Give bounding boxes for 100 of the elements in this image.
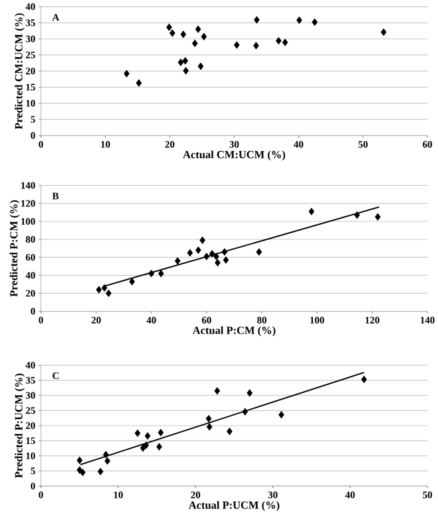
point <box>361 376 367 384</box>
x-axis-title: Actual P:UCM (%) <box>188 501 280 512</box>
point <box>102 450 109 458</box>
y-axis-title: Predicted CM:UCM (%) <box>14 13 25 130</box>
annotation: B <box>52 192 58 200</box>
x-tick-label: 10 <box>114 492 123 498</box>
x-tick-label: 30 <box>229 141 239 148</box>
point <box>187 249 193 257</box>
point <box>380 28 386 36</box>
point <box>213 252 220 260</box>
x-tick-label: 40 <box>294 141 304 148</box>
annotation: C <box>52 372 59 380</box>
y-tick-label: 120 <box>21 200 35 207</box>
point <box>204 252 210 260</box>
x-tick-label: 40 <box>146 316 156 324</box>
point <box>282 38 288 46</box>
x-tick-label: 30 <box>268 492 278 498</box>
point <box>200 32 207 40</box>
point <box>195 246 202 254</box>
point <box>276 37 282 45</box>
point <box>104 457 110 465</box>
point <box>199 236 206 244</box>
point <box>192 40 198 48</box>
point <box>256 248 262 256</box>
x-tick-label: 0 <box>38 316 43 324</box>
y-tick-label: 10 <box>26 452 35 460</box>
point <box>206 423 212 431</box>
point <box>106 290 112 298</box>
point <box>96 286 102 294</box>
point <box>129 278 135 286</box>
y-tick-label: 30 <box>26 392 35 399</box>
y-tick-label: 60 <box>26 254 35 261</box>
x-tick-label: 10 <box>101 141 110 148</box>
point <box>134 429 140 437</box>
y-tick-label: 80 <box>26 236 35 243</box>
point <box>222 256 229 264</box>
point <box>226 428 232 436</box>
x-tick-label: 20 <box>92 316 101 324</box>
point <box>246 389 252 397</box>
y-tick-label: 35 <box>26 376 35 384</box>
point <box>180 30 186 38</box>
y-tick-label: 40 <box>26 272 35 279</box>
point <box>296 16 302 24</box>
point <box>354 211 360 219</box>
point <box>195 25 201 33</box>
point <box>308 208 314 216</box>
x-tick-label: 50 <box>422 492 432 498</box>
point <box>136 79 142 87</box>
point <box>182 66 189 75</box>
x-tick-label: 140 <box>420 316 434 324</box>
point <box>214 258 220 267</box>
y-tick-label: 0 <box>30 308 35 315</box>
point <box>144 432 150 440</box>
x-tick-label: 80 <box>257 316 266 324</box>
point <box>222 248 228 256</box>
point <box>178 58 184 66</box>
point <box>169 29 176 37</box>
point <box>278 410 284 419</box>
point <box>166 24 172 32</box>
x-tick-label: 20 <box>165 141 174 148</box>
x-axis-title: Actual CM:UCM (%) <box>182 150 285 160</box>
annotation: A <box>52 14 60 21</box>
x-tick-label: 60 <box>202 316 212 324</box>
y-tick-label: 25 <box>26 52 35 58</box>
y-tick-label: 30 <box>26 36 35 42</box>
x-tick-label: 0 <box>38 492 43 498</box>
y-tick-label: 20 <box>26 68 35 74</box>
point <box>143 441 149 450</box>
point <box>76 456 82 464</box>
point <box>312 18 318 26</box>
x-tick-label: 50 <box>358 141 368 148</box>
point <box>234 41 240 49</box>
point <box>140 444 146 452</box>
point <box>209 250 215 258</box>
point <box>158 428 164 436</box>
y-tick-label: 35 <box>26 19 35 26</box>
x-axis-title: Actual P:CM (%) <box>192 326 276 336</box>
point <box>182 56 188 65</box>
y-tick-label: 40 <box>26 3 35 10</box>
y-tick-label: 15 <box>26 84 35 91</box>
point <box>374 213 381 221</box>
point <box>254 16 260 24</box>
point <box>198 62 204 70</box>
x-tick-label: 100 <box>310 316 324 324</box>
x-tick-label: 60 <box>422 141 432 148</box>
y-tick-label: 5 <box>30 116 35 123</box>
y-axis-title: Predicted P:CM (%) <box>10 200 20 297</box>
y-tick-label: 40 <box>26 362 35 369</box>
y-tick-label: 10 <box>26 100 35 107</box>
point <box>214 387 220 395</box>
y-tick-label: 140 <box>21 182 35 189</box>
point <box>124 70 130 78</box>
point <box>76 466 82 474</box>
x-tick-label: 40 <box>345 492 355 498</box>
x-tick-label: 120 <box>365 316 380 324</box>
y-tick-label: 20 <box>26 422 35 429</box>
y-tick-label: 20 <box>26 290 35 297</box>
y-tick-label: 0 <box>30 482 35 490</box>
y-tick-label: 5 <box>30 468 35 474</box>
point <box>174 257 180 265</box>
